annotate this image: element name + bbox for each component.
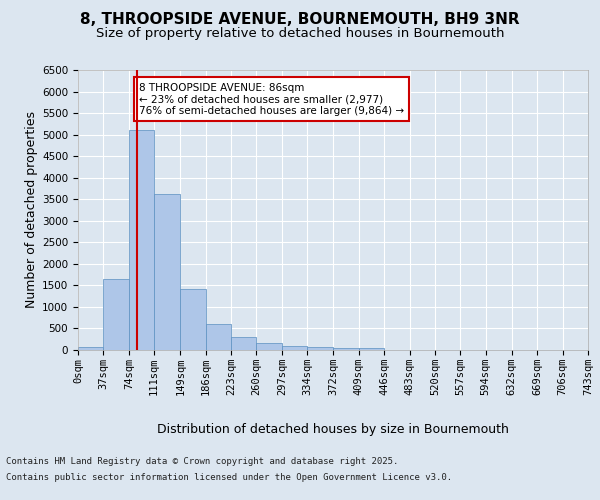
Text: Distribution of detached houses by size in Bournemouth: Distribution of detached houses by size … [157, 422, 509, 436]
Bar [334, 348, 359, 350]
Bar [180, 289, 206, 350]
Bar [103, 279, 129, 350]
Bar [282, 346, 307, 350]
Text: Contains HM Land Registry data © Crown copyright and database right 2025.: Contains HM Land Registry data © Crown c… [6, 458, 398, 466]
Bar [206, 324, 231, 350]
Bar [78, 348, 103, 350]
Bar [154, 194, 180, 350]
Bar [359, 348, 384, 350]
Text: 8, THROOPSIDE AVENUE, BOURNEMOUTH, BH9 3NR: 8, THROOPSIDE AVENUE, BOURNEMOUTH, BH9 3… [80, 12, 520, 28]
Bar [307, 347, 334, 350]
Text: Size of property relative to detached houses in Bournemouth: Size of property relative to detached ho… [96, 28, 504, 40]
Bar [231, 336, 256, 350]
Text: 8 THROOPSIDE AVENUE: 86sqm
← 23% of detached houses are smaller (2,977)
76% of s: 8 THROOPSIDE AVENUE: 86sqm ← 23% of deta… [139, 82, 404, 116]
Y-axis label: Number of detached properties: Number of detached properties [25, 112, 38, 308]
Text: Contains public sector information licensed under the Open Government Licence v3: Contains public sector information licen… [6, 472, 452, 482]
Bar [256, 344, 282, 350]
Bar [129, 130, 154, 350]
